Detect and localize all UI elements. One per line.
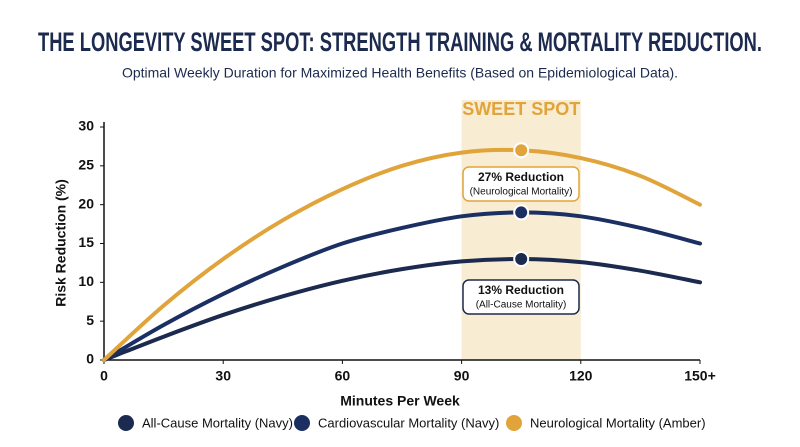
y-tick-label: 5 (86, 312, 94, 328)
annotation-title: 27% Reduction (478, 170, 564, 184)
y-tick-label: 0 (86, 351, 94, 367)
legend-marker (118, 415, 134, 431)
peak-marker (513, 142, 530, 159)
x-axis-label: Minutes Per Week (340, 393, 460, 409)
annotation-subtitle: (Neurological Mortality) (470, 187, 573, 198)
annotation-box (462, 166, 580, 202)
x-tick-label: 30 (215, 368, 231, 384)
sweet-spot-label: SWEET SPOT (462, 99, 580, 119)
y-tick-label: 15 (78, 234, 94, 250)
annotation-subtitle: (All-Cause Mortality) (476, 300, 567, 311)
legend-label: All-Cause Mortality (Navy) (142, 415, 293, 430)
annotation-box (462, 279, 580, 315)
y-tick-label: 20 (78, 195, 94, 211)
legend-marker (506, 415, 522, 431)
chart-subtitle: Optimal Weekly Duration for Maximized He… (122, 65, 678, 81)
sweet-spot-band (461, 100, 581, 360)
x-tick-label: 90 (454, 368, 470, 384)
y-axis-label: Risk Reduction (%) (53, 179, 69, 307)
chart-title: THE LONGEVITY SWEET SPOT: STRENGTH TRAIN… (38, 27, 762, 57)
legend-label: Neurological Mortality (Amber) (530, 415, 706, 430)
series-line (102, 257, 702, 362)
legend-marker (294, 415, 310, 431)
series-line (102, 210, 702, 362)
annotation-title: 13% Reduction (478, 283, 564, 297)
peak-marker (513, 251, 530, 268)
y-tick-label: 10 (78, 273, 94, 289)
x-tick-label: 150+ (684, 368, 716, 384)
x-tick-label: 60 (335, 368, 351, 384)
peak-marker (513, 204, 530, 221)
legend-label: Cardiovascular Mortality (Navy) (318, 415, 499, 430)
y-tick-label: 30 (78, 118, 94, 134)
x-tick-label: 120 (569, 368, 593, 384)
y-tick-label: 25 (78, 157, 94, 173)
series-line (102, 147, 702, 362)
x-tick-label: 0 (100, 368, 108, 384)
